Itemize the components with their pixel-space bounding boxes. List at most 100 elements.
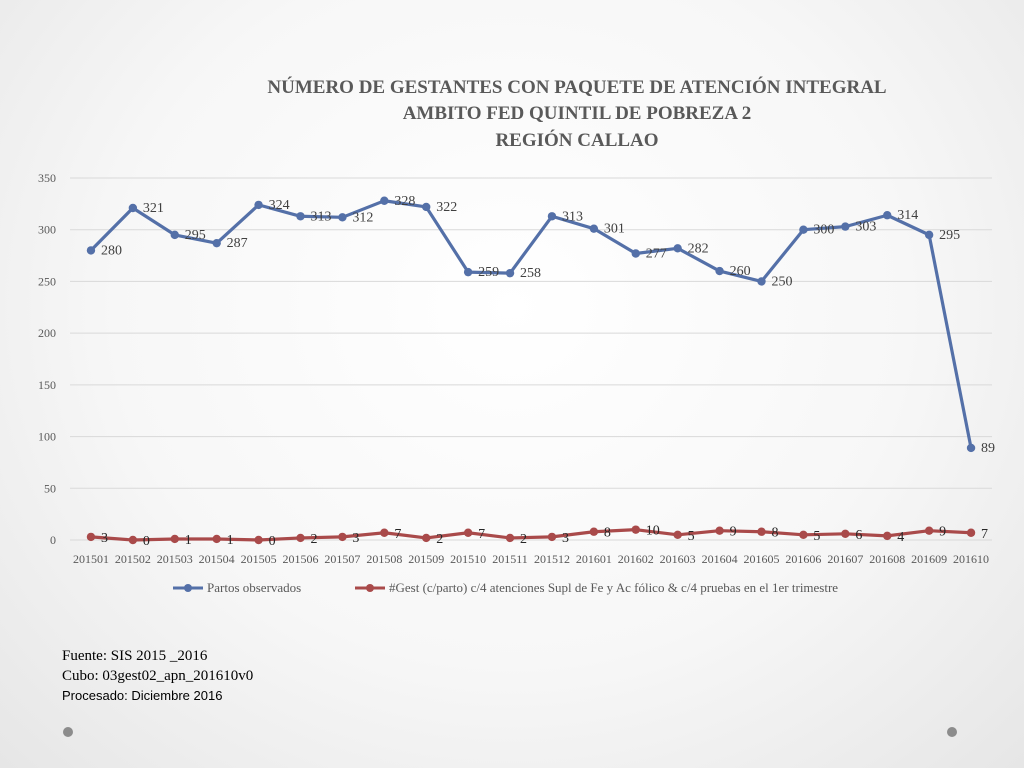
x-tick-label: 201606 bbox=[785, 552, 821, 566]
data-point[interactable] bbox=[841, 529, 850, 538]
data-point[interactable] bbox=[547, 212, 557, 221]
series-line-0 bbox=[89, 199, 973, 450]
grid-lines bbox=[70, 177, 992, 541]
data-label: 295 bbox=[185, 228, 206, 243]
data-point[interactable] bbox=[589, 527, 599, 536]
data-label: 9 bbox=[730, 525, 737, 540]
data-point[interactable] bbox=[505, 268, 515, 278]
data-point[interactable] bbox=[212, 238, 221, 248]
data-point[interactable] bbox=[757, 527, 766, 536]
data-point[interactable] bbox=[799, 530, 808, 540]
data-point[interactable] bbox=[170, 534, 179, 544]
slide-dot-right bbox=[947, 727, 957, 737]
data-point[interactable] bbox=[715, 526, 724, 535]
data-point[interactable] bbox=[883, 531, 892, 541]
x-tick-label: 201604 bbox=[702, 552, 738, 566]
data-label: 5 bbox=[813, 529, 820, 544]
data-label: 1 bbox=[227, 533, 234, 548]
data-point[interactable] bbox=[422, 533, 431, 543]
data-point[interactable] bbox=[170, 230, 179, 240]
data-label: 4 bbox=[897, 530, 904, 545]
data-point[interactable] bbox=[715, 266, 724, 276]
data-label: 287 bbox=[227, 236, 248, 251]
x-tick-label: 201504 bbox=[199, 552, 235, 566]
data-point[interactable] bbox=[254, 200, 263, 210]
data-label: 0 bbox=[269, 534, 276, 549]
chart-title-line-3: REGIÓN CALLAO bbox=[495, 129, 658, 151]
data-label: 303 bbox=[855, 220, 876, 235]
data-point[interactable] bbox=[673, 530, 682, 540]
data-label: 313 bbox=[562, 209, 583, 224]
chart-title-line-1: NÚMERO DE GESTANTES CON PAQUETE DE ATENC… bbox=[267, 76, 886, 98]
data-point[interactable] bbox=[924, 526, 934, 535]
data-point[interactable] bbox=[463, 267, 473, 277]
data-point[interactable] bbox=[673, 244, 682, 253]
data-point[interactable] bbox=[380, 528, 389, 537]
data-point[interactable] bbox=[631, 249, 640, 258]
x-tick-label: 201507 bbox=[324, 552, 360, 566]
data-label: 277 bbox=[646, 247, 667, 262]
data-label: 8 bbox=[604, 526, 611, 541]
data-label: 5 bbox=[688, 529, 695, 544]
data-label: 3 bbox=[101, 531, 108, 546]
source-line: Fuente: SIS 2015 _2016 bbox=[62, 648, 208, 664]
data-point[interactable] bbox=[86, 246, 96, 255]
x-tick-label: 201503 bbox=[157, 552, 193, 566]
x-tick-label: 201512 bbox=[534, 552, 570, 566]
data-label: 7 bbox=[981, 527, 988, 542]
legend-item-partos[interactable]: Partos observados bbox=[173, 580, 301, 595]
y-tick-label: 150 bbox=[38, 378, 56, 392]
data-point[interactable] bbox=[338, 213, 347, 222]
data-label: 259 bbox=[478, 265, 499, 280]
data-point[interactable] bbox=[757, 277, 766, 286]
data-label: 282 bbox=[688, 241, 709, 256]
data-point[interactable] bbox=[883, 211, 892, 220]
data-point[interactable] bbox=[296, 212, 305, 221]
data-point[interactable] bbox=[547, 532, 557, 542]
data-label: 314 bbox=[897, 208, 918, 223]
data-label: 258 bbox=[520, 266, 541, 281]
data-point[interactable] bbox=[254, 535, 263, 545]
data-point[interactable] bbox=[799, 225, 808, 234]
data-label: 9 bbox=[939, 525, 946, 540]
data-point[interactable] bbox=[966, 443, 976, 453]
chart-title: NÚMERO DE GESTANTES CON PAQUETE DE ATENC… bbox=[267, 76, 886, 151]
data-point[interactable] bbox=[505, 533, 515, 543]
data-label: 280 bbox=[101, 243, 122, 258]
y-tick-label: 300 bbox=[38, 223, 56, 237]
y-tick-label: 0 bbox=[50, 533, 56, 547]
x-tick-label: 201509 bbox=[408, 552, 444, 566]
x-tick-label: 201607 bbox=[827, 552, 863, 566]
data-label: 260 bbox=[730, 264, 751, 279]
data-point[interactable] bbox=[589, 224, 599, 233]
x-tick-label: 201508 bbox=[366, 552, 402, 566]
series-layer bbox=[86, 196, 976, 545]
data-point[interactable] bbox=[924, 230, 934, 240]
data-point[interactable] bbox=[296, 533, 305, 543]
data-label: 250 bbox=[772, 274, 793, 289]
data-point[interactable] bbox=[338, 532, 347, 542]
data-label: 7 bbox=[478, 527, 485, 542]
x-tick-label: 201605 bbox=[744, 552, 780, 566]
data-point[interactable] bbox=[841, 222, 850, 231]
processed-line: Procesado: Diciembre 2016 bbox=[62, 688, 223, 703]
data-label: 2 bbox=[520, 532, 527, 547]
data-label: 295 bbox=[939, 228, 960, 243]
data-point[interactable] bbox=[463, 528, 473, 537]
x-tick-label: 201505 bbox=[241, 552, 277, 566]
data-label: 89 bbox=[981, 441, 995, 456]
data-label: 328 bbox=[394, 194, 415, 209]
data-point[interactable] bbox=[86, 532, 96, 542]
legend-item-gestantes[interactable]: #Gest (c/parto) c/4 atenciones Supl de F… bbox=[355, 580, 838, 595]
data-label: 0 bbox=[143, 534, 150, 549]
data-point[interactable] bbox=[380, 196, 389, 205]
data-point[interactable] bbox=[966, 528, 976, 537]
x-tick-label: 201510 bbox=[450, 552, 486, 566]
data-point[interactable] bbox=[212, 534, 221, 544]
data-point[interactable] bbox=[631, 525, 640, 534]
data-point[interactable] bbox=[128, 203, 138, 213]
data-point[interactable] bbox=[422, 202, 431, 212]
data-point[interactable] bbox=[128, 535, 138, 545]
